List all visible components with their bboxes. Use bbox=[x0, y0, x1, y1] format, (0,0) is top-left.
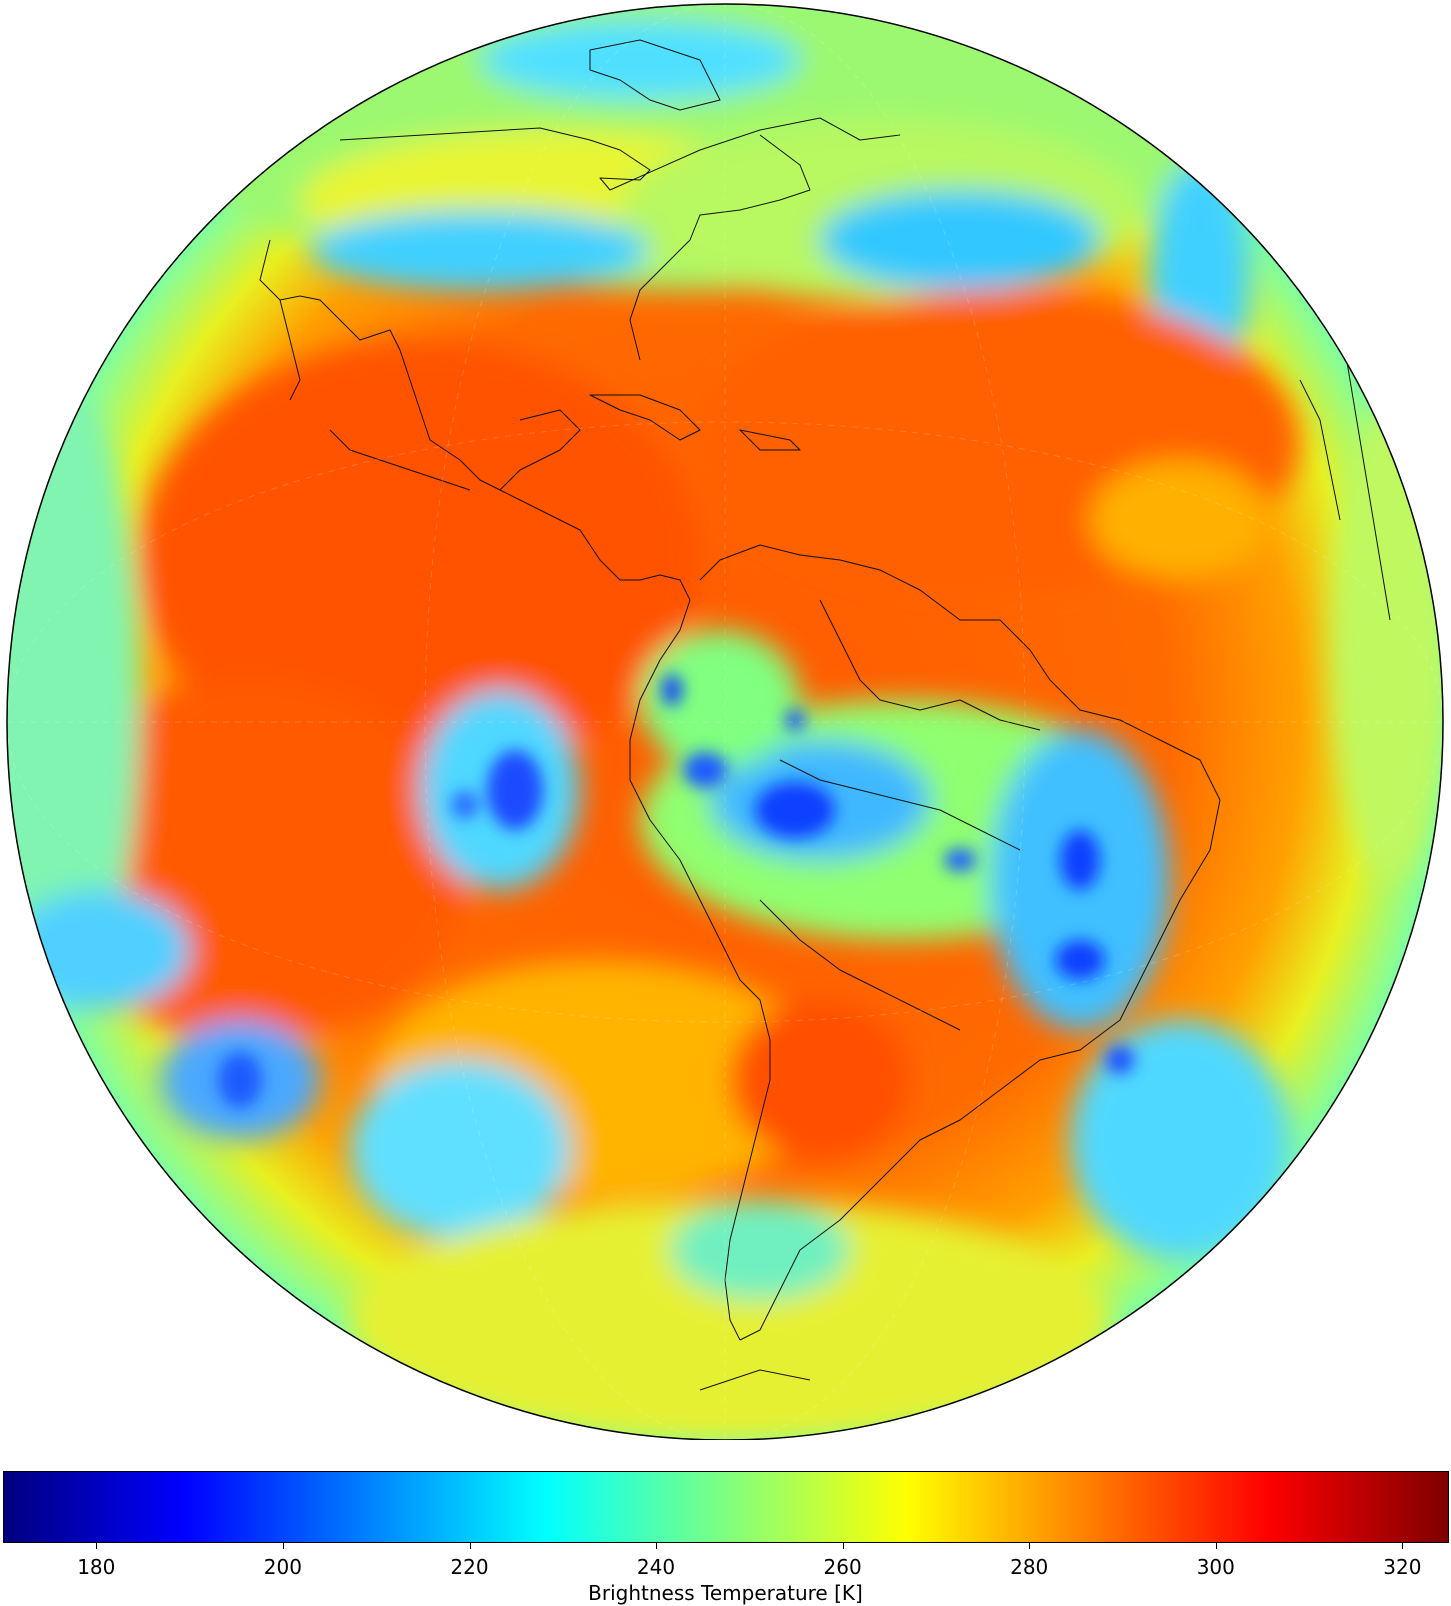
colorbar-tick-label: 320 bbox=[1383, 1555, 1422, 1579]
colorbar-tick-label: 180 bbox=[77, 1555, 116, 1579]
colorbar-tick-mark bbox=[1402, 1543, 1404, 1549]
colorbar-tick-label: 240 bbox=[636, 1555, 676, 1579]
colorbar-tick-mark bbox=[469, 1543, 471, 1549]
colorbar-tick-mark bbox=[96, 1543, 98, 1549]
colorbar-tick-mark bbox=[842, 1543, 844, 1549]
colorbar-tick-mark bbox=[656, 1543, 657, 1549]
colorbar-tick-mark bbox=[282, 1543, 284, 1549]
colorbar bbox=[3, 1471, 1449, 1543]
colorbar-tick-label: 260 bbox=[823, 1555, 862, 1579]
colorbar-tick-mark bbox=[1029, 1543, 1031, 1549]
earth-disk bbox=[7, 4, 1443, 1440]
colorbar-tick-label: 200 bbox=[263, 1555, 302, 1579]
cloud-field bbox=[7, 4, 1443, 1440]
graticule bbox=[7, 4, 1443, 1440]
colorbar-tick-label: 300 bbox=[1196, 1555, 1235, 1579]
colorbar-tick-label: 280 bbox=[1010, 1555, 1049, 1579]
colorbar-label: Brightness Temperature [K] bbox=[588, 1581, 863, 1605]
convective-cores bbox=[218, 674, 1134, 1108]
full-disk-map bbox=[6, 3, 1444, 1440]
colorbar-tick-mark bbox=[1215, 1543, 1217, 1549]
colorbar-tick-label: 220 bbox=[450, 1555, 489, 1579]
coastlines bbox=[259, 39, 1391, 1391]
disk-outline bbox=[6, 3, 1444, 1440]
